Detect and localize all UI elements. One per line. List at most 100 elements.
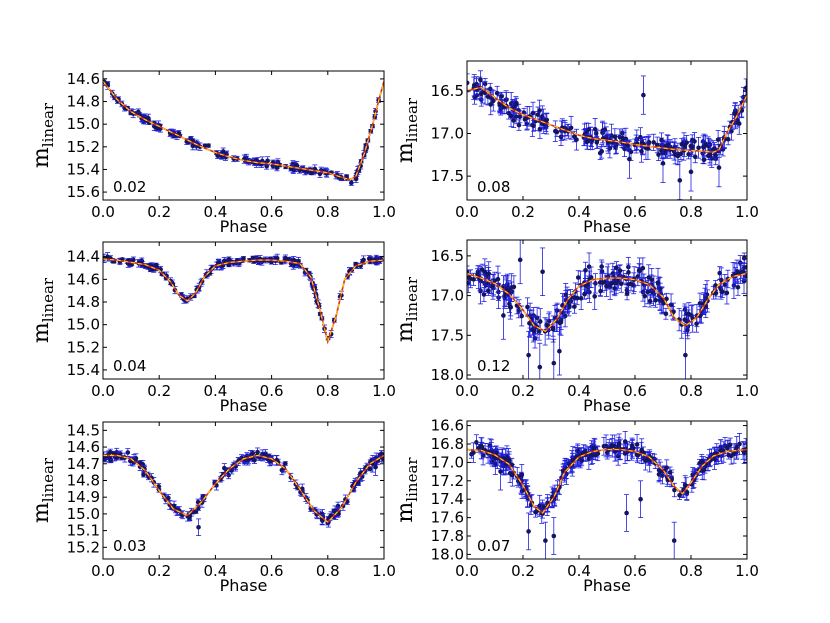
data-point [583, 267, 588, 273]
x-tick-label: 0.6 [260, 382, 284, 400]
y-tick-label: 15.4 [67, 361, 100, 379]
data-point [283, 461, 288, 466]
data-point [719, 289, 725, 295]
x-tick-label: 0.4 [567, 203, 591, 221]
data-point [656, 152, 661, 157]
data-point [634, 137, 640, 143]
x-tick-label: 0.2 [147, 382, 171, 400]
data-point [682, 482, 688, 488]
y-axis-label-sub: linear [39, 277, 57, 322]
y-tick-label: 18.0 [431, 366, 464, 384]
corner-value-label: 0.03 [113, 537, 146, 555]
data-point [683, 352, 688, 358]
y-axis-label-main: m [393, 321, 418, 342]
y-axis-label-sub: linear [39, 102, 57, 147]
data-point [622, 451, 628, 456]
data-point [108, 449, 113, 455]
x-tick-label: 0.8 [679, 382, 703, 400]
y-axis-label: mlinear [393, 276, 421, 342]
y-tick-label: 17.5 [431, 167, 464, 185]
data-point [568, 125, 574, 131]
data-point [474, 440, 479, 445]
data-point [581, 450, 586, 455]
fit-curve-yellow [103, 80, 384, 181]
x-tick-label: 1.0 [372, 562, 396, 580]
data-point [105, 254, 110, 260]
data-point [713, 290, 719, 296]
fit-curve-red [467, 272, 747, 333]
data-point [291, 257, 297, 263]
data-point [252, 457, 257, 463]
data-point [725, 445, 730, 451]
x-tick-label: 0.2 [511, 382, 535, 400]
data-point [647, 298, 653, 304]
data-point [199, 500, 205, 505]
data-point [525, 304, 530, 310]
data-point [531, 123, 536, 129]
x-tick-label: 0.0 [455, 382, 479, 400]
data-point [614, 265, 619, 270]
y-axis-label-sub: linear [403, 97, 421, 142]
data-point [664, 465, 670, 470]
data-point [471, 450, 476, 455]
y-tick-label: 14.5 [67, 421, 100, 439]
y-tick-label: 14.8 [67, 93, 100, 111]
data-point [526, 352, 531, 358]
data-point [655, 280, 661, 285]
data-point [497, 101, 503, 107]
y-tick-label: 17.0 [431, 287, 464, 305]
y-tick-label: 14.7 [67, 455, 100, 473]
x-tick-label: 0.6 [260, 203, 284, 221]
data-point [353, 176, 359, 182]
data-point [516, 122, 522, 128]
data-point [663, 311, 669, 317]
x-tick-label: 0.8 [316, 562, 340, 580]
data-point [504, 286, 510, 292]
data-point [618, 281, 624, 287]
data-point [592, 294, 598, 299]
data-point [688, 143, 694, 149]
data-point [692, 139, 697, 144]
data-point [743, 85, 747, 91]
data-point [620, 135, 625, 141]
x-tick-label: 0.0 [455, 203, 479, 221]
data-point [196, 524, 201, 530]
data-point [735, 284, 741, 290]
data-point [626, 282, 631, 287]
x-tick-label: 0.4 [567, 382, 591, 400]
data-point [373, 464, 378, 470]
x-tick-label: 1.0 [735, 203, 759, 221]
y-tick-label: 16.5 [431, 82, 464, 100]
data-point [649, 277, 655, 283]
plot-area [103, 78, 384, 186]
data-point [672, 487, 677, 493]
data-point [713, 153, 718, 158]
y-tick-label: 15.2 [67, 138, 100, 156]
data-point [628, 149, 634, 155]
data-point [725, 136, 731, 142]
data-point [553, 128, 558, 134]
panel-p6: 0.0 0.2 0.4 0.6 0.8 1.016.616.817.017.217.417… [393, 417, 759, 595]
axes-frame [102, 421, 385, 560]
data-point [642, 293, 648, 299]
data-point [491, 98, 496, 104]
data-point [471, 277, 476, 282]
data-point [492, 278, 498, 283]
corner-value-label: 0.12 [477, 357, 510, 375]
data-point [646, 139, 652, 145]
data-point [527, 321, 532, 326]
data-point [558, 319, 564, 325]
data-point [744, 264, 747, 270]
data-point [617, 268, 623, 273]
axes-frame [102, 241, 385, 380]
data-point [634, 442, 640, 447]
y-tick-label: 15.2 [67, 538, 100, 556]
y-axis-label: mlinear [29, 457, 57, 523]
data-point [727, 442, 733, 448]
data-point [701, 144, 706, 150]
data-point [546, 318, 552, 324]
data-point [600, 280, 605, 286]
data-point [499, 94, 504, 99]
data-point [627, 156, 632, 162]
x-tick-label: 0.8 [679, 203, 703, 221]
